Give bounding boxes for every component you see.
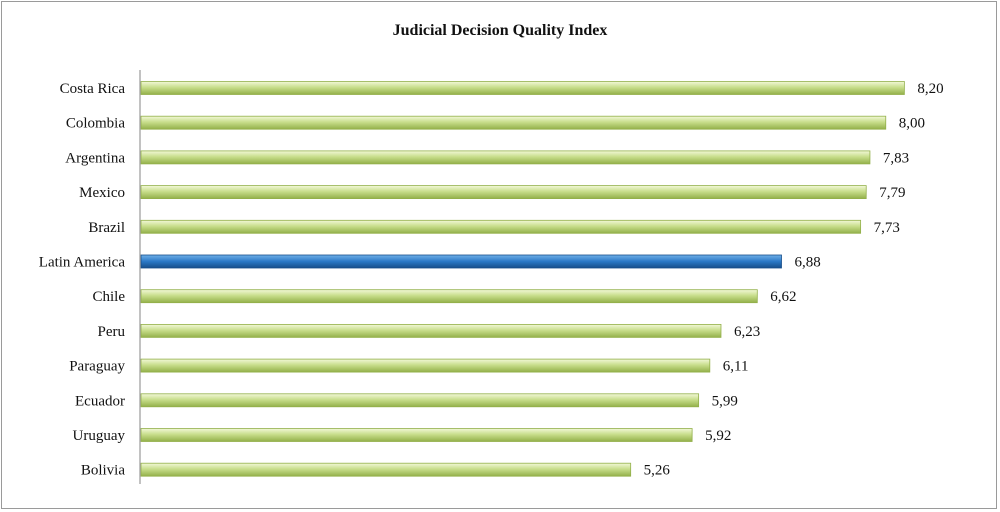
category-label-peru: Peru: [98, 324, 126, 340]
value-label-uruguay: 5,92: [705, 428, 731, 444]
chart-title: Judicial Decision Quality Index: [392, 22, 608, 39]
category-label-latin-america: Latin America: [39, 255, 126, 271]
bar-ecuador: [140, 393, 700, 408]
bar-uruguay: [140, 428, 693, 442]
bar-costa-rica: [140, 81, 905, 95]
value-label-mexico: 7,79: [879, 185, 905, 201]
value-label-peru: 6,23: [734, 324, 760, 340]
category-label-ecuador: Ecuador: [75, 393, 125, 409]
value-label-chile: 6,62: [770, 289, 796, 305]
value-label-ecuador: 5,99: [712, 393, 738, 409]
bar-chile: [140, 289, 758, 304]
category-label-argentina: Argentina: [65, 150, 125, 166]
bar-paraguay: [140, 358, 711, 373]
bar-argentina: [140, 150, 871, 165]
bar-latin-america: [140, 254, 782, 269]
bar-colombia: [140, 115, 887, 130]
value-label-bolivia: 5,26: [644, 463, 671, 479]
bars-layer: Costa Rica 8,20 Colombia 8,00 Argentina 7,83 M…: [39, 81, 944, 479]
category-label-brazil: Brazil: [88, 220, 125, 236]
category-label-mexico: Mexico: [79, 185, 125, 201]
category-label-bolivia: Bolivia: [81, 463, 126, 479]
category-label-chile: Chile: [93, 289, 126, 305]
value-label-argentina: 7,83: [883, 150, 909, 166]
category-label-costa-rica: Costa Rica: [60, 81, 126, 97]
bar-mexico: [140, 185, 867, 200]
value-label-colombia: 8,00: [899, 116, 925, 132]
value-label-paraguay: 6,11: [723, 359, 749, 375]
category-label-uruguay: Uruguay: [73, 428, 126, 444]
category-label-paraguay: Paraguay: [69, 359, 125, 375]
bar-bolivia: [140, 462, 632, 477]
value-label-brazil: 7,73: [874, 220, 900, 236]
category-label-colombia: Colombia: [66, 116, 126, 132]
value-label-latin-america: 6,88: [794, 255, 820, 271]
bar-peru: [140, 323, 722, 338]
bar-brazil: [140, 219, 862, 234]
value-label-costa-rica: 8,20: [917, 81, 943, 97]
